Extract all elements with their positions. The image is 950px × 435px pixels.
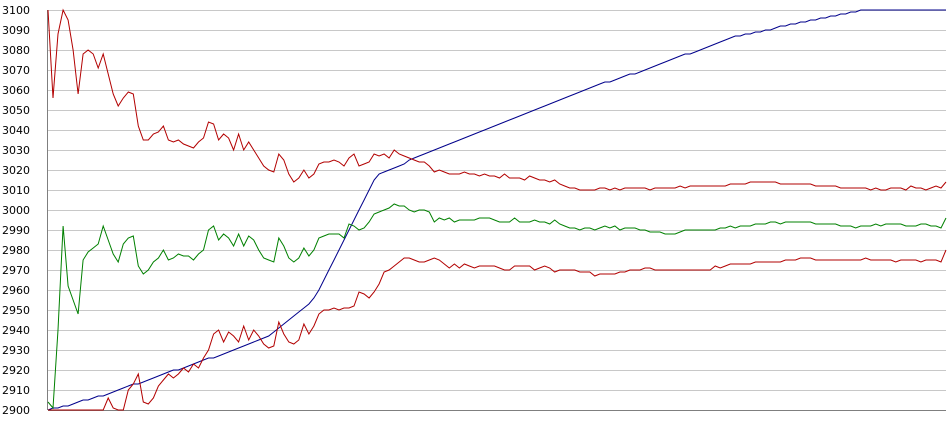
series-line-3 bbox=[47, 203, 947, 410]
y-tick-label: 2920 bbox=[2, 364, 30, 377]
grid-lines bbox=[48, 10, 946, 411]
y-tick-label: 2970 bbox=[2, 264, 30, 277]
y-axis-ticks: 2900 2910 2920 2930 2940 2950 2960 2970 2980 2990… bbox=[2, 4, 30, 417]
y-tick-label: 3090 bbox=[2, 24, 30, 37]
y-tick-label: 2940 bbox=[2, 324, 30, 337]
y-tick-label: 3030 bbox=[2, 144, 30, 157]
y-tick-label: 3070 bbox=[2, 64, 30, 77]
y-tick-label: 3020 bbox=[2, 164, 30, 177]
y-tick-label: 2960 bbox=[2, 284, 30, 297]
y-tick-label: 3040 bbox=[2, 124, 30, 137]
y-tick-label: 2990 bbox=[2, 224, 30, 237]
series-lines bbox=[47, 8, 947, 411]
y-tick-label: 3060 bbox=[2, 84, 30, 97]
axes bbox=[47, 10, 946, 411]
series-line-1 bbox=[47, 9, 946, 411]
y-tick-label: 3100 bbox=[2, 4, 30, 17]
y-tick-label: 2950 bbox=[2, 304, 30, 317]
y-tick-label: 3080 bbox=[2, 44, 30, 57]
y-tick-label: 3000 bbox=[2, 204, 30, 217]
y-tick-label: 2980 bbox=[2, 244, 30, 257]
y-tick-label: 2900 bbox=[2, 404, 30, 417]
y-tick-label: 2910 bbox=[2, 384, 30, 397]
series-line-2 bbox=[47, 8, 947, 191]
y-tick-label: 3050 bbox=[2, 104, 30, 117]
y-tick-label: 3010 bbox=[2, 184, 30, 197]
y-tick-label: 2930 bbox=[2, 344, 30, 357]
series-line-4 bbox=[48, 249, 947, 411]
